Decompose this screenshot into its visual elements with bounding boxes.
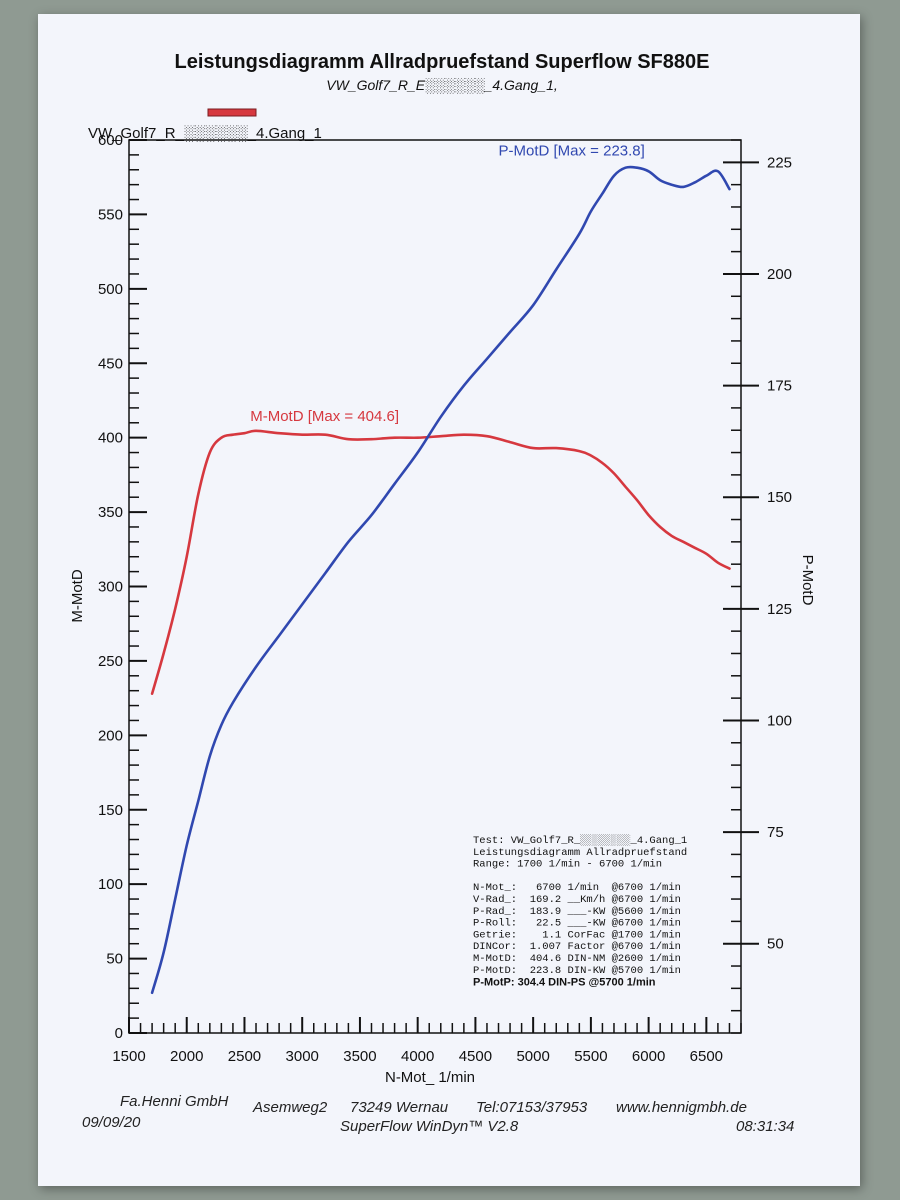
info-line: Leistungsdiagramm Allradpruefstand <box>473 847 687 859</box>
right-tick-label: 200 <box>767 266 792 283</box>
series-line-p-motd <box>150 165 731 995</box>
x-tick-label: 1500 <box>112 1048 145 1065</box>
left-axis: 0 50 100 150 200 250 300 350 400 450 500 550 600 <box>98 132 147 1042</box>
footer-time: 08:31:34 <box>736 1118 794 1135</box>
right-tick-label: 100 <box>767 712 792 729</box>
left-tick-label: 300 <box>98 579 123 596</box>
dyno-chart: Leistungsdiagramm Allradpruefstand Super… <box>69 51 816 1135</box>
footer-web: www.hennigmbh.de <box>616 1099 747 1116</box>
bottom-axis: 1500 2000 2500 3000 3500 4000 4500 5000 5500 6000… <box>112 1017 742 1065</box>
left-tick-label: 100 <box>98 876 123 893</box>
left-tick-label: 450 <box>98 355 123 372</box>
right-tick-label: 125 <box>767 601 792 618</box>
left-tick-label: 500 <box>98 281 123 298</box>
chart-title: Leistungsdiagramm Allradpruefstand Super… <box>175 51 710 73</box>
info-line: P-Rad_: 183.9 ___-KW @5600 1/min <box>473 906 681 918</box>
left-tick-label: 250 <box>98 653 123 670</box>
x-axis-label: N-Mot_ 1/min <box>385 1069 475 1086</box>
footer: Fa.Henni GmbH Asemweg2 73249 Wernau Tel:… <box>82 1093 794 1135</box>
x-tick-label: 6000 <box>632 1048 665 1065</box>
left-tick-label: 0 <box>115 1025 123 1042</box>
info-line: N-Mot_: 6700 1/min @6700 1/min <box>473 882 681 894</box>
right-tick-label: 75 <box>767 824 784 841</box>
info-box: Test: VW_Golf7_R_░░░░░░░░_4.Gang_1 Leistu… <box>473 834 687 989</box>
annotation-m-motd: M-MotD [Max = 404.6] <box>250 408 399 425</box>
info-line: Test: VW_Golf7_R_░░░░░░░░_4.Gang_1 <box>473 834 687 847</box>
x-tick-label: 6500 <box>690 1048 723 1065</box>
series-layer: M-MotD [Max = 404.6] P-MotD [Max = 223.8] <box>150 143 731 995</box>
left-tick-label: 400 <box>98 430 123 447</box>
footer-street: Asemweg2 <box>252 1099 328 1116</box>
x-tick-label: 4500 <box>459 1048 492 1065</box>
left-tick-label: 600 <box>98 132 123 149</box>
chart-subtitle: VW_Golf7_R_E░░░░░░_4.Gang_1, <box>326 77 558 94</box>
x-tick-label: 2000 <box>170 1048 203 1065</box>
right-tick-label: 175 <box>767 378 792 395</box>
info-line: P-Roll: 22.5 ___-KW @6700 1/min <box>473 918 681 930</box>
info-line: Range: 1700 1/min - 6700 1/min <box>473 859 662 871</box>
series-line-m-motd <box>150 429 731 695</box>
x-tick-label: 4000 <box>401 1048 434 1065</box>
annotation-p-motd: P-MotD [Max = 223.8] <box>499 143 645 160</box>
x-tick-label: 3000 <box>286 1048 319 1065</box>
x-tick-label: 5000 <box>516 1048 549 1065</box>
footer-software: SuperFlow WinDyn™ V2.8 <box>340 1118 519 1135</box>
left-tick-label: 50 <box>106 951 123 968</box>
info-line: V-Rad_: 169.2 __Km/h @6700 1/min <box>473 894 681 906</box>
x-tick-label: 5500 <box>574 1048 607 1065</box>
left-tick-label: 550 <box>98 206 123 223</box>
right-tick-label: 225 <box>767 154 792 171</box>
right-axis: 50 75 100 125 150 175 200 225 <box>723 139 792 1034</box>
info-line: DINCor: 1.007 Factor @6700 1/min <box>473 941 681 953</box>
right-tick-label: 150 <box>767 489 792 506</box>
info-line: P-MotD: 223.8 DIN-KW @5700 1/min <box>473 965 681 977</box>
right-axis-label: P-MotD <box>799 555 816 606</box>
info-line: Getrie: 1.1 CorFac @1700 1/min <box>473 929 681 941</box>
left-tick-label: 150 <box>98 802 123 819</box>
info-line-bold: P-MotP: 304.4 DIN-PS @5700 1/min <box>473 977 656 989</box>
right-tick-label: 50 <box>767 936 784 953</box>
dyno-printout: Leistungsdiagramm Allradpruefstand Super… <box>38 14 860 1186</box>
footer-company: Fa.Henni GmbH <box>120 1093 229 1110</box>
x-tick-label: 3500 <box>343 1048 376 1065</box>
footer-date: 09/09/20 <box>82 1114 141 1131</box>
left-axis-label: M-MotD <box>69 569 86 622</box>
x-tick-label: 2500 <box>228 1048 261 1065</box>
legend-swatch-red <box>207 108 257 117</box>
footer-city: 73249 Wernau <box>350 1099 449 1116</box>
left-tick-label: 200 <box>98 727 123 744</box>
legend-label: VW_Golf7_R_░░░░░░_4.Gang_1 <box>88 125 322 142</box>
footer-phone: Tel:07153/37953 <box>476 1099 588 1116</box>
left-tick-label: 350 <box>98 504 123 521</box>
info-line: M-MotD: 404.6 DIN-NM @2600 1/min <box>473 953 681 965</box>
